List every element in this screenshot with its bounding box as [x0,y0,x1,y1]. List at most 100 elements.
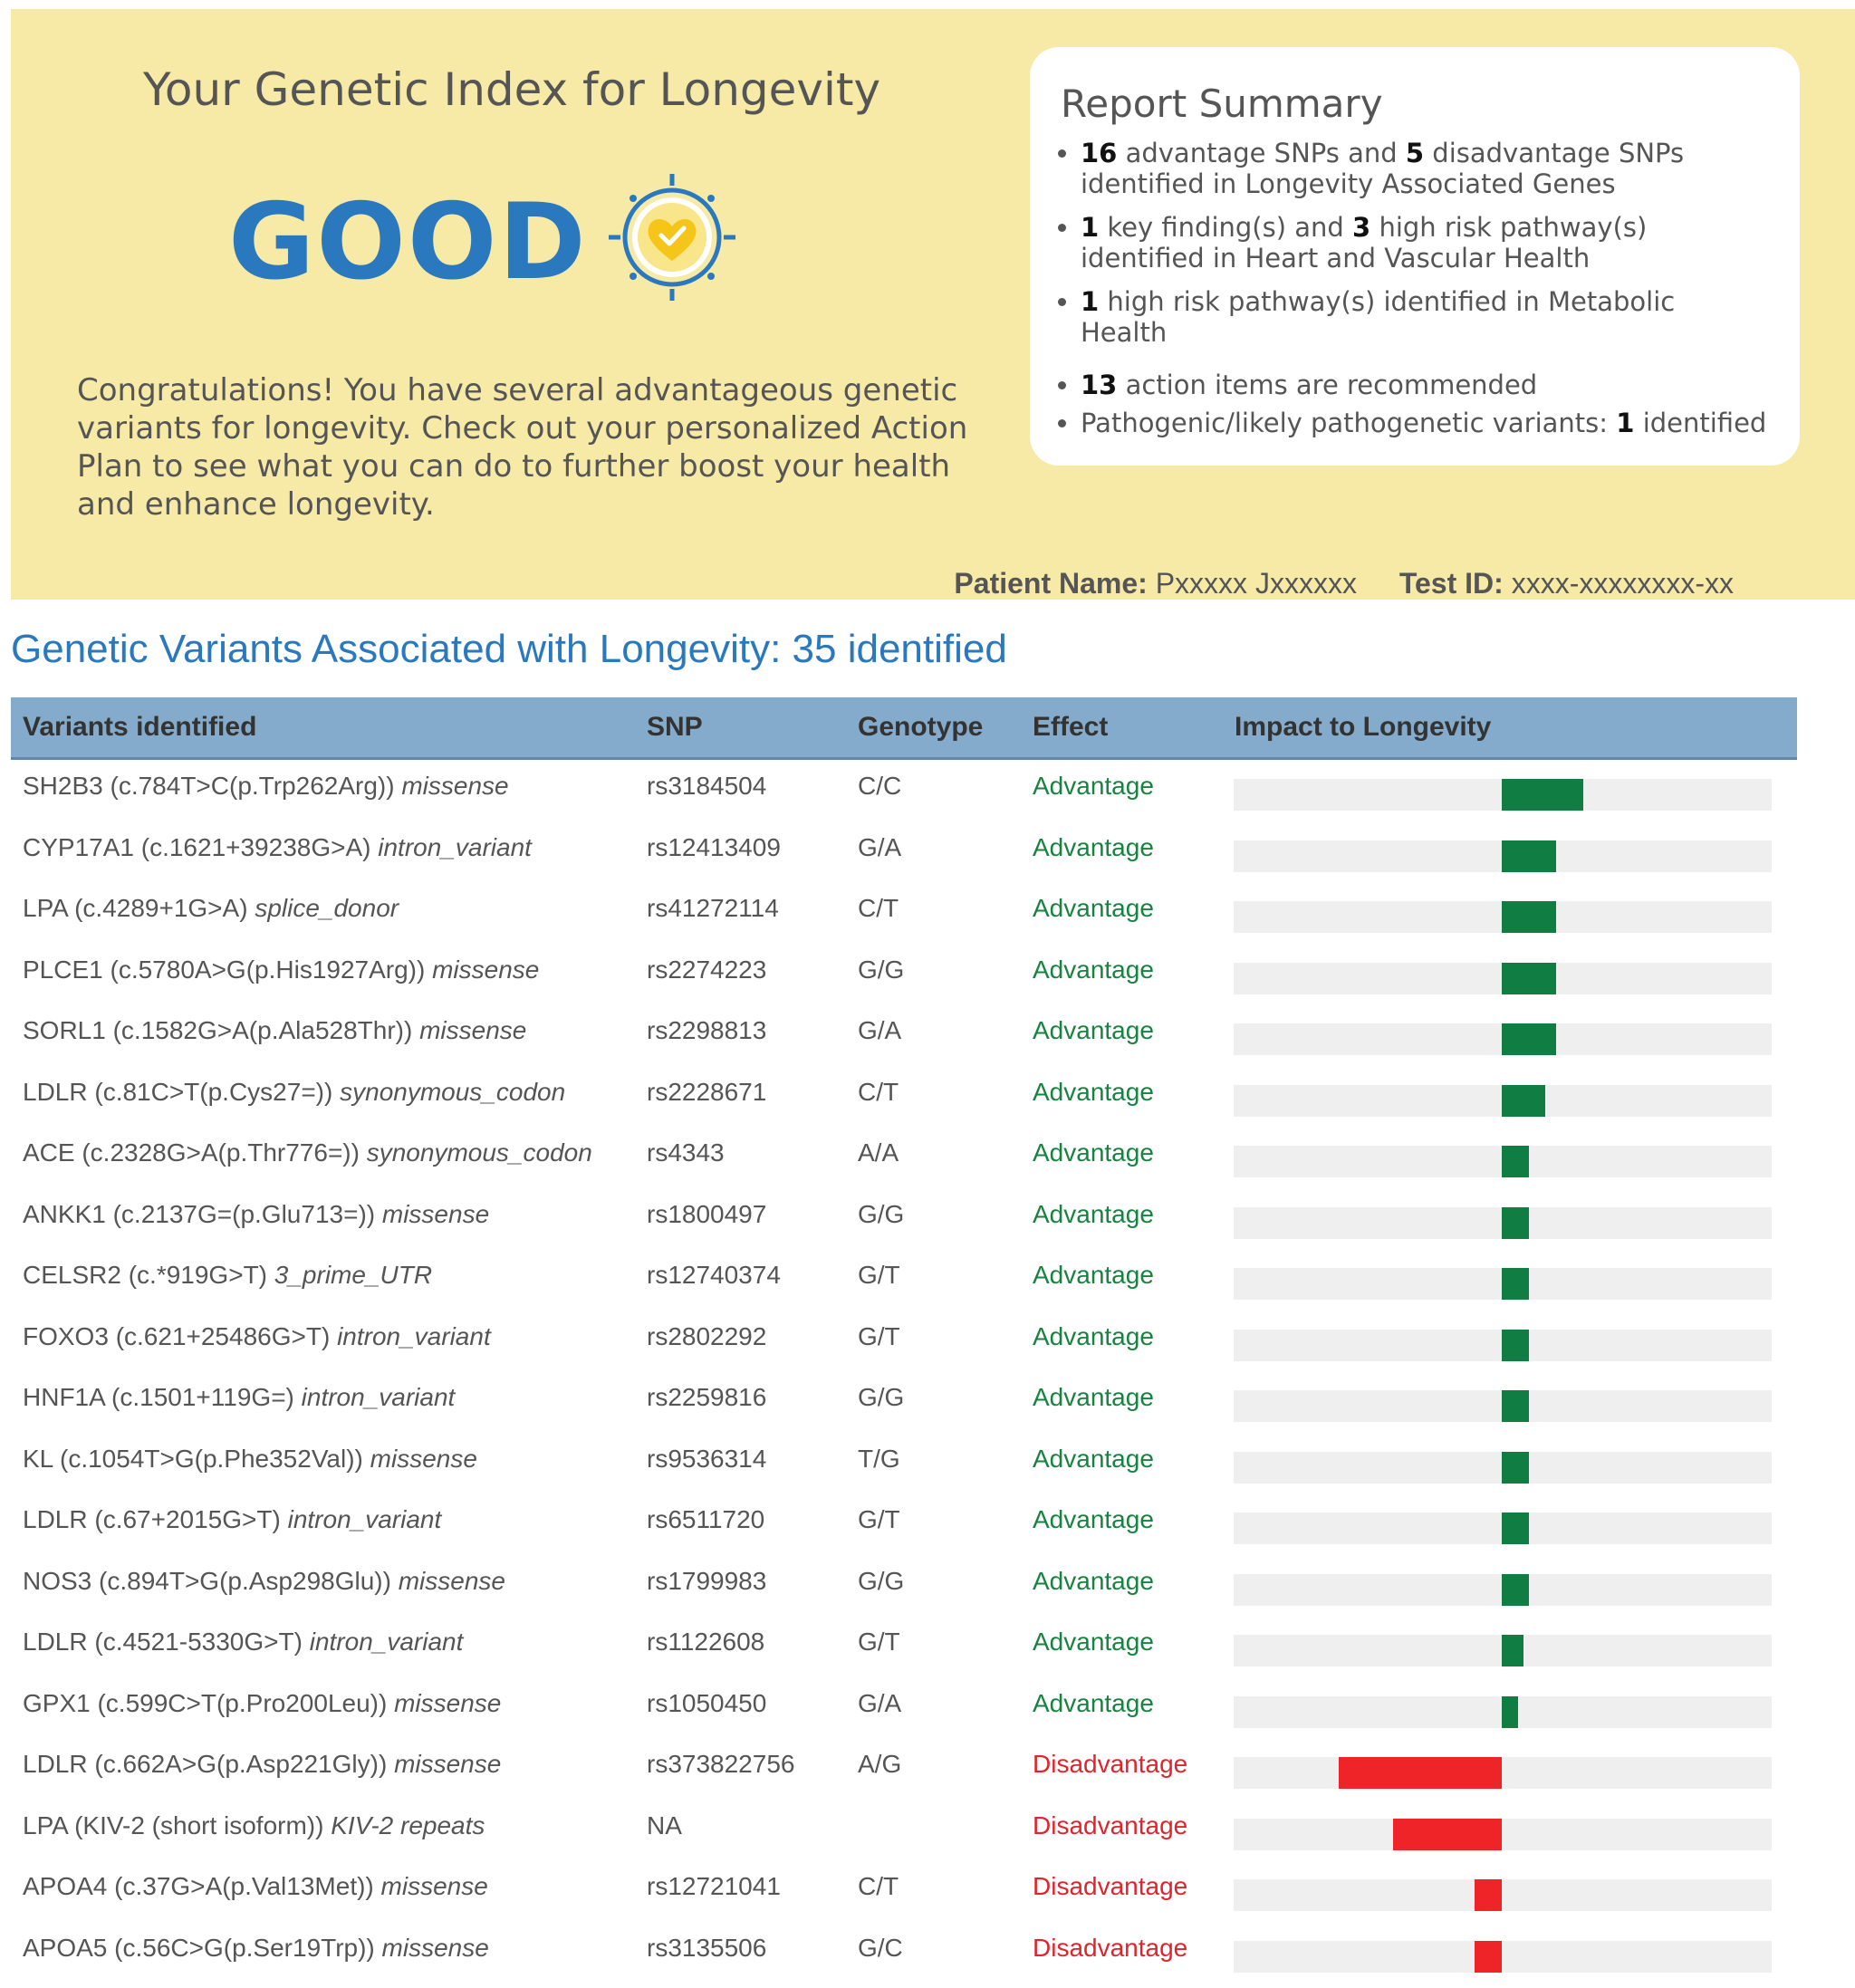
snp-cell: rs373822756 [647,1750,795,1778]
index-title: Your Genetic Index for Longevity [143,63,881,116]
impact-bar [1502,840,1556,872]
heart-check-icon [609,174,735,301]
genotype-cell: G/C [858,1933,903,1962]
impact-bar [1393,1818,1502,1850]
snp-cell: rs4343 [647,1138,725,1167]
impact-bar [1502,779,1583,811]
table-body: SH2B3 (c.784T>C(p.Trp262Arg)) missense rs… [11,760,1797,1983]
congratulations-message: Congratulations! You have several advant… [77,372,968,523]
genotype-cell: G/A [858,1688,902,1717]
variant-cell: CYP17A1 (c.1621+39238G>A) intron_variant [23,827,532,869]
impact-track [1234,1146,1772,1177]
impact-track [1234,1451,1772,1484]
impact-bar [1502,1329,1529,1361]
variant-gene: CYP17A1 (c.1621+39238G>A) [23,832,371,861]
variant-type: missense [370,1444,477,1473]
effect-cell: Advantage [1033,1383,1154,1411]
effect-cell: Advantage [1033,1138,1154,1167]
variant-type: splice_donor [255,894,399,922]
variant-gene: APOA5 (c.56C>G(p.Ser19Trp)) [23,1933,375,1962]
variant-gene: LPA (c.4289+1G>A) [23,894,248,922]
table-row: LDLR (c.4521-5330G>T) intron_variant rs11… [11,1616,1797,1677]
effect-cell: Disadvantage [1033,1872,1188,1900]
summary-item: 1 high risk pathway(s) identified in Met… [1081,286,1769,348]
table-row: LDLR (c.662A>G(p.Asp221Gly)) missense rs3… [11,1738,1797,1800]
variant-type: missense [381,1933,489,1962]
impact-track [1234,779,1772,811]
impact-bar [1502,1146,1529,1177]
table-row: APOA5 (c.56C>G(p.Ser19Trp)) missense rs31… [11,1922,1797,1983]
impact-bar [1502,1451,1529,1484]
variant-cell: ACE (c.2328G>A(p.Thr776=)) synonymous_co… [23,1132,592,1174]
variant-type: intron_variant [378,832,532,861]
variant-gene: LDLR (c.662A>G(p.Asp221Gly)) [23,1750,388,1778]
variant-cell: HNF1A (c.1501+119G=) intron_variant [23,1377,455,1418]
snp-cell: rs3135506 [647,1933,767,1962]
genotype-cell: G/A [858,1016,902,1044]
variant-gene: FOXO3 (c.621+25486G>T) [23,1321,331,1350]
variant-cell: KL (c.1054T>G(p.Phe352Val)) missense [23,1438,477,1480]
effect-cell: Advantage [1033,1199,1154,1228]
variant-gene: KL (c.1054T>G(p.Phe352Val)) [23,1444,363,1473]
impact-track [1234,1206,1772,1239]
table-row: HNF1A (c.1501+119G=) intron_variant rs225… [11,1371,1797,1433]
genotype-cell: G/T [858,1628,900,1656]
effect-cell: Advantage [1033,1261,1154,1289]
genotype-cell: G/T [858,1321,900,1350]
snp-cell: rs1122608 [647,1628,765,1656]
variant-type: KIV-2 repeats [331,1810,485,1839]
table-row: LDLR (c.81C>T(p.Cys27=)) synonymous_codo… [11,1066,1797,1128]
variant-gene: SH2B3 (c.784T>C(p.Trp262Arg)) [23,772,395,800]
variant-cell: FOXO3 (c.621+25486G>T) intron_variant [23,1316,491,1358]
impact-track [1234,1329,1772,1361]
summary-item: Pathogenic/likely pathogenetic variants:… [1081,408,1769,438]
impact-track [1234,1390,1772,1422]
variant-gene: LDLR (c.67+2015G>T) [23,1505,281,1533]
table-row: ANKK1 (c.2137G=(p.Glu713=)) missense rs18… [11,1188,1797,1250]
effect-cell: Advantage [1033,1566,1154,1595]
impact-track [1234,1879,1772,1911]
report-summary-title: Report Summary [1061,82,1383,126]
variant-cell: ANKK1 (c.2137G=(p.Glu713=)) missense [23,1194,489,1235]
variant-gene: GPX1 (c.599C>T(p.Pro200Leu)) [23,1688,388,1717]
variant-gene: ACE (c.2328G>A(p.Thr776=)) [23,1138,360,1167]
variant-gene: NOS3 (c.894T>G(p.Asp298Glu)) [23,1566,391,1595]
effect-cell: Advantage [1033,1688,1154,1717]
table-row: NOS3 (c.894T>G(p.Asp298Glu)) missense rs1… [11,1555,1797,1617]
summary-list: 16 advantage SNPs and 5 disadvantage SNP… [1030,138,1769,451]
impact-bar [1502,1084,1545,1117]
impact-track [1234,1268,1772,1300]
table-row: FOXO3 (c.621+25486G>T) intron_variant rs2… [11,1311,1797,1372]
genotype-cell: C/T [858,1872,899,1900]
variant-gene: APOA4 (c.37G>A(p.Val13Met)) [23,1872,374,1900]
variant-type: missense [381,1199,490,1228]
column-header-snp: SNP [647,712,703,742]
variant-gene: CELSR2 (c.*919G>T) [23,1261,267,1289]
variant-gene: PLCE1 (c.5780A>G(p.His1927Arg)) [23,955,426,984]
impact-bar [1502,1695,1518,1728]
impact-track [1234,1084,1772,1117]
genotype-cell: C/T [858,894,899,922]
variant-gene: SORL1 (c.1582G>A(p.Ala528Thr)) [23,1016,413,1044]
table-row: LDLR (c.67+2015G>T) intron_variant rs6511… [11,1493,1797,1555]
snp-cell: rs1799983 [647,1566,767,1595]
variant-type: missense [394,1750,502,1778]
variant-type: missense [380,1872,488,1900]
effect-cell: Advantage [1033,1628,1154,1656]
genotype-cell: G/G [858,1199,905,1228]
impact-bar [1339,1757,1502,1789]
genotype-cell: A/G [858,1750,902,1778]
impact-track [1234,1940,1772,1973]
genotype-cell: G/G [858,955,905,984]
variant-gene: LDLR (c.81C>T(p.Cys27=)) [23,1077,333,1106]
snp-cell: rs41272114 [647,894,779,922]
genotype-cell: G/T [858,1261,900,1289]
summary-item: 16 advantage SNPs and 5 disadvantage SNP… [1081,138,1769,199]
effect-cell: Advantage [1033,955,1154,984]
impact-track [1234,1513,1772,1544]
variant-type: synonymous_codon [366,1138,592,1167]
genotype-cell: G/G [858,1383,905,1411]
patient-name-label: Patient Name: [954,567,1148,600]
snp-cell: NA [647,1810,682,1839]
effect-cell: Advantage [1033,894,1154,922]
